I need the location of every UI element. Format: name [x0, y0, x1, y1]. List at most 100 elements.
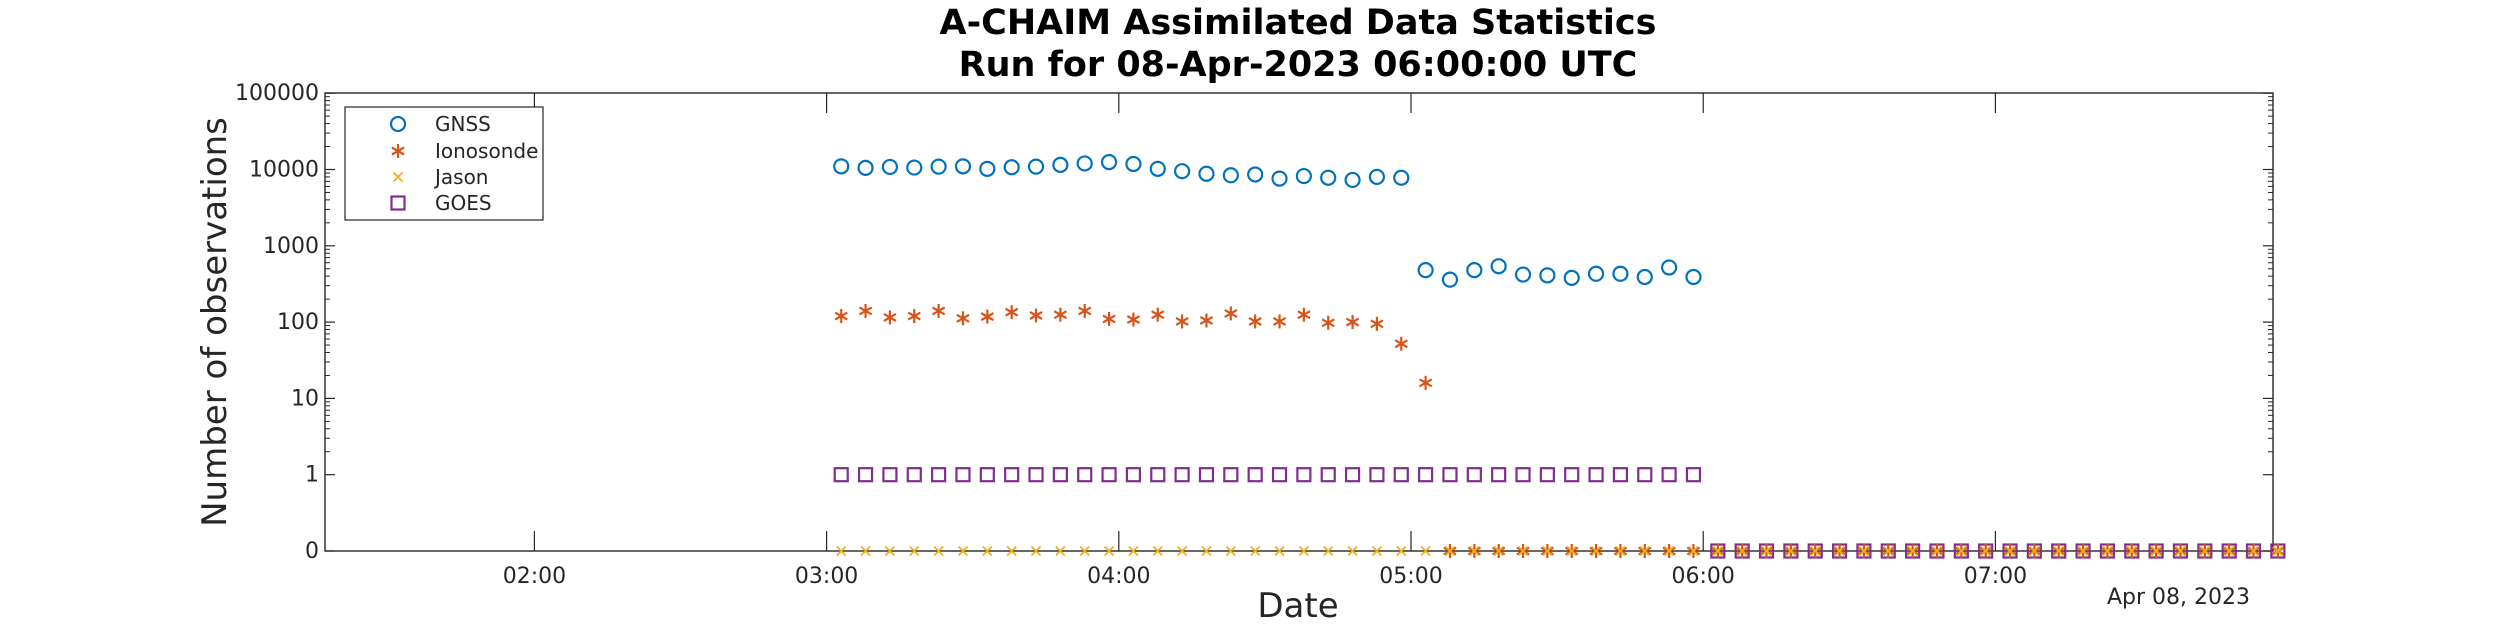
- data-point-gnss: [1368, 168, 1386, 185]
- legend-marker-goes: [390, 195, 406, 211]
- data-point-gnss: [1149, 160, 1166, 177]
- data-point-goes: [882, 467, 898, 483]
- data-point-gnss: [1514, 266, 1532, 283]
- data-point-goes: [1150, 467, 1166, 483]
- data-point-ionosonde: [1248, 314, 1262, 329]
- data-point-jason: [1055, 545, 1066, 557]
- y-tick-label: 10000: [249, 158, 319, 183]
- x-tick-label: 02:00: [503, 564, 566, 589]
- y-tick-label: 100: [277, 310, 319, 335]
- data-point-goes: [1612, 467, 1629, 483]
- data-point-jason: [1980, 545, 1991, 557]
- data-point-gnss: [1247, 166, 1264, 183]
- data-point-goes: [833, 467, 849, 483]
- data-point-jason: [1931, 545, 1943, 557]
- data-point-jason: [2029, 545, 2040, 557]
- data-point-jason: [909, 545, 920, 557]
- data-point-gnss: [1661, 259, 1678, 276]
- data-point-jason: [1396, 545, 1407, 557]
- data-point-goes: [1271, 467, 1288, 483]
- data-point-jason: [1030, 545, 1042, 557]
- data-point-jason: [2224, 545, 2235, 557]
- data-point-ionosonde: [1053, 307, 1068, 322]
- data-point-jason: [2248, 545, 2259, 557]
- data-point-gnss: [954, 158, 972, 175]
- legend-marker-jason: [392, 171, 404, 183]
- data-point-jason: [1371, 545, 1383, 557]
- x-tick-label: 03:00: [795, 564, 858, 589]
- data-point-ionosonde: [1078, 303, 1092, 318]
- data-point-goes: [1344, 467, 1361, 483]
- data-point-gnss: [1222, 167, 1239, 184]
- data-point-jason: [1834, 545, 1845, 557]
- data-point-goes: [955, 467, 971, 483]
- data-point-ionosonde: [980, 309, 994, 324]
- data-point-jason: [2126, 545, 2137, 557]
- data-point-gnss: [1320, 169, 1337, 186]
- data-point-jason: [2175, 545, 2186, 557]
- data-point-jason: [1493, 545, 1504, 557]
- data-point-goes: [1588, 467, 1604, 483]
- data-point-gnss: [1125, 155, 1142, 173]
- data-point-jason: [1956, 545, 1967, 557]
- data-point-jason: [836, 545, 847, 557]
- data-point-gnss: [1295, 167, 1312, 185]
- data-point-goes: [1539, 467, 1555, 483]
- data-point-ionosonde: [1151, 307, 1165, 322]
- legend-box: [344, 106, 544, 221]
- data-point-jason: [1785, 545, 1797, 557]
- y-tick-label: 100000: [235, 81, 319, 106]
- data-point-jason: [1103, 545, 1115, 557]
- data-point-ionosonde: [1297, 307, 1311, 322]
- data-point-jason: [1176, 545, 1188, 557]
- data-point-goes: [1296, 467, 1312, 483]
- data-point-goes: [1125, 467, 1142, 483]
- data-point-gnss: [1027, 158, 1045, 175]
- data-point-goes: [1515, 467, 1531, 483]
- data-point-jason: [1761, 545, 1772, 557]
- data-point-jason: [1907, 545, 1918, 557]
- data-point-jason: [1858, 545, 1870, 557]
- data-point-goes: [1052, 467, 1068, 483]
- chart-subtitle: Run for 08-Apr-2023 06:00:00 UTC: [959, 45, 1638, 85]
- data-point-ionosonde: [1370, 316, 1384, 331]
- legend-label-gnss: GNSS: [435, 112, 491, 136]
- data-point-gnss: [1100, 154, 1118, 171]
- data-point-goes: [1466, 467, 1482, 483]
- data-point-goes: [1223, 467, 1239, 483]
- legend-label-ionosonde: Ionosonde: [435, 139, 538, 163]
- date-annotation: Apr 08, 2023: [2107, 585, 2250, 610]
- legend-label-jason: Jason: [433, 165, 489, 189]
- legend-label-goes: GOES: [435, 191, 492, 215]
- data-point-jason: [1469, 545, 1480, 557]
- data-point-gnss: [1612, 265, 1629, 282]
- data-point-jason: [1006, 545, 1017, 557]
- data-point-gnss: [881, 158, 899, 176]
- data-point-gnss: [1393, 169, 1410, 186]
- data-point-goes: [1564, 467, 1580, 483]
- data-point-gnss: [1003, 159, 1020, 176]
- legend-marker-ionosonde: [391, 144, 405, 158]
- y-tick-label: 0: [305, 539, 319, 564]
- data-point-jason: [1250, 545, 1261, 557]
- legend-markers: [389, 115, 407, 211]
- data-point-jason: [1079, 545, 1090, 557]
- data-point-jason: [1737, 545, 1748, 557]
- data-point-goes: [906, 467, 922, 483]
- data-point-ionosonde: [1102, 311, 1116, 326]
- data-point-jason: [933, 545, 944, 557]
- data-point-jason: [1517, 545, 1529, 557]
- data-point-jason: [1128, 545, 1139, 557]
- x-axis-label: Date: [1257, 586, 1338, 625]
- data-point-ionosonde: [883, 310, 897, 325]
- y-axis-label: Number of observations: [195, 117, 235, 527]
- data-point-ionosonde: [1126, 312, 1141, 327]
- legend-marker-gnss: [389, 115, 407, 133]
- data-point-jason: [1615, 545, 1626, 557]
- data-point-goes: [1685, 467, 1702, 483]
- data-point-ionosonde: [1321, 315, 1335, 330]
- data-point-gnss: [906, 159, 923, 176]
- data-point-goes: [1661, 467, 1677, 483]
- data-point-jason: [957, 545, 969, 557]
